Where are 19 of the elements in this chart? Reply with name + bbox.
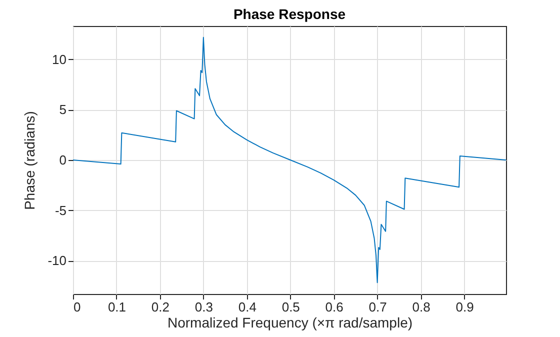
x-axis-title: Normalized Frequency (×π rad/sample) [167,314,413,330]
x-tick-label: 0.8 [412,300,430,314]
x-tick-label: 0 [74,300,81,314]
line-series [73,36,506,284]
x-tick-label: 0.9 [456,300,474,314]
y-tick-label: 0 [59,152,66,168]
y-tick-label: -10 [48,253,66,268]
x-tick-label: 0.7 [368,300,387,314]
x-tick-label: 0.3 [194,300,213,314]
chart-title: Phase Response [233,6,346,22]
x-tick-label: 0.4 [238,300,256,314]
y-axis-title: Phase (radians) [22,111,38,210]
x-tick-label: 0.5 [282,300,300,314]
y-tick-label: 5 [59,102,66,118]
y-tick-label: 10 [52,52,66,67]
x-tick-label: 0.6 [325,300,344,314]
y-tick-label: -5 [54,202,66,218]
x-tick-label: 0.2 [151,300,170,314]
x-tick-label: 0.1 [108,300,126,314]
